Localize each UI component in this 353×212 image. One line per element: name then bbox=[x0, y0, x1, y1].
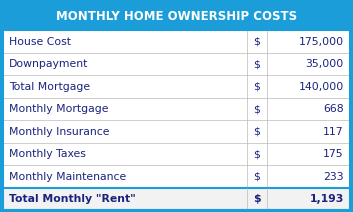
Text: $: $ bbox=[253, 82, 260, 92]
Text: 175,000: 175,000 bbox=[299, 36, 344, 47]
Text: 175: 175 bbox=[323, 149, 344, 159]
Bar bbox=[3, 165, 350, 188]
Text: 1,193: 1,193 bbox=[310, 194, 344, 204]
Text: $: $ bbox=[253, 104, 260, 114]
Text: 35,000: 35,000 bbox=[306, 59, 344, 69]
Text: MONTHLY HOME OWNERSHIP COSTS: MONTHLY HOME OWNERSHIP COSTS bbox=[56, 10, 297, 22]
Bar bbox=[3, 188, 350, 210]
Text: Downpayment: Downpayment bbox=[9, 59, 89, 69]
Text: 233: 233 bbox=[323, 172, 344, 181]
Text: $: $ bbox=[253, 59, 260, 69]
Text: $: $ bbox=[253, 194, 261, 204]
Text: Monthly Taxes: Monthly Taxes bbox=[9, 149, 86, 159]
Bar bbox=[3, 98, 350, 120]
Text: $: $ bbox=[253, 127, 260, 137]
Text: $: $ bbox=[253, 149, 260, 159]
Text: House Cost: House Cost bbox=[9, 36, 71, 47]
Text: $: $ bbox=[253, 172, 260, 181]
Bar bbox=[3, 30, 350, 53]
Bar bbox=[3, 143, 350, 165]
Bar bbox=[3, 2, 350, 30]
Text: Monthly Maintenance: Monthly Maintenance bbox=[9, 172, 126, 181]
Text: 668: 668 bbox=[323, 104, 344, 114]
Text: Monthly Mortgage: Monthly Mortgage bbox=[9, 104, 109, 114]
Text: Total Mortgage: Total Mortgage bbox=[9, 82, 90, 92]
Bar bbox=[3, 75, 350, 98]
Text: 140,000: 140,000 bbox=[299, 82, 344, 92]
Text: 117: 117 bbox=[323, 127, 344, 137]
Text: $: $ bbox=[253, 36, 260, 47]
Text: Monthly Insurance: Monthly Insurance bbox=[9, 127, 110, 137]
Text: Total Monthly "Rent": Total Monthly "Rent" bbox=[9, 194, 136, 204]
Bar bbox=[3, 53, 350, 75]
Bar bbox=[3, 120, 350, 143]
